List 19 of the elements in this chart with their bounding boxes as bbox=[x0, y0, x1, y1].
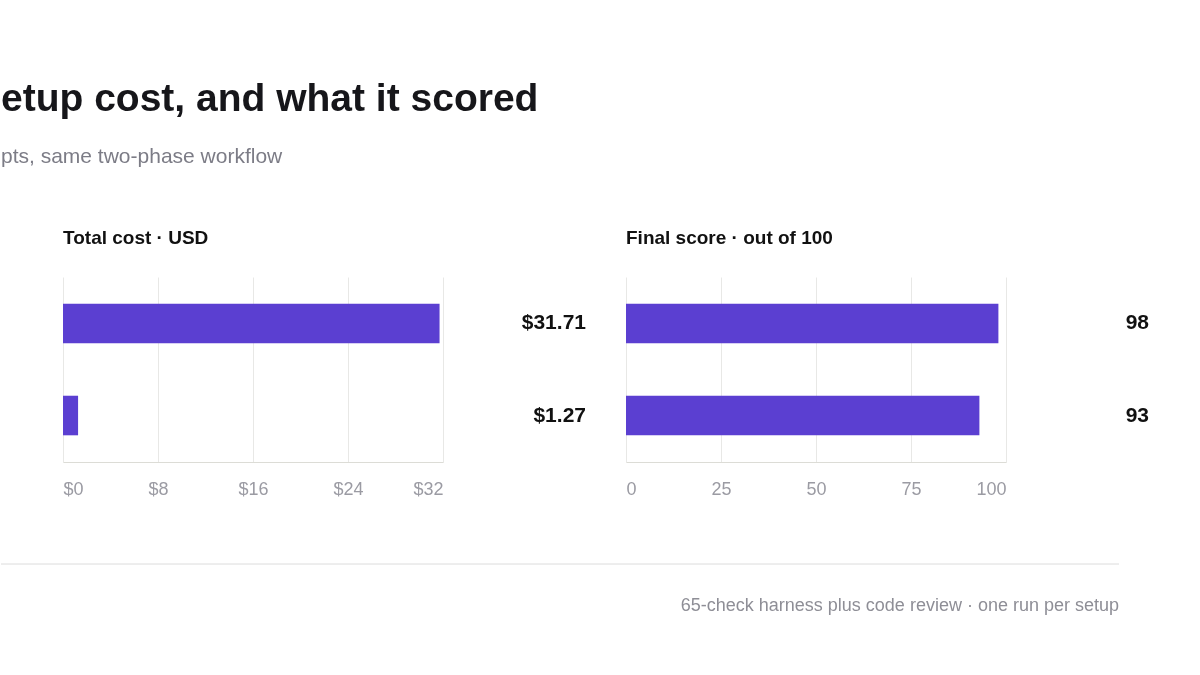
x-tick-label: $32 bbox=[413, 478, 444, 499]
data-label: $31.71 bbox=[521, 310, 587, 334]
x-tick-label: $8 bbox=[148, 478, 169, 499]
x-tick-label: 50 bbox=[806, 478, 827, 499]
text: pts, same two-phase workflow bbox=[1, 144, 284, 167]
data-label: 93 bbox=[1125, 402, 1149, 426]
x-tick-label: 25 bbox=[711, 478, 732, 499]
chart-title: Final score · out of 100 bbox=[626, 227, 833, 248]
text: 65-check harness plus code review · one run per setup bbox=[680, 595, 1119, 615]
data-label: 98 bbox=[1125, 310, 1150, 334]
chart-title: Total cost · USD bbox=[63, 227, 209, 248]
x-tick-label: $24 bbox=[333, 478, 364, 499]
x-tick-label: 75 bbox=[901, 478, 922, 499]
data-label: $1.27 bbox=[533, 402, 586, 426]
x-tick-label: $0 bbox=[63, 478, 84, 499]
text: etup cost, and what it scored bbox=[1, 76, 539, 119]
x-tick-label: $16 bbox=[238, 478, 269, 499]
x-tick-label: 0 bbox=[626, 478, 637, 499]
x-tick-label: 100 bbox=[976, 478, 1007, 499]
